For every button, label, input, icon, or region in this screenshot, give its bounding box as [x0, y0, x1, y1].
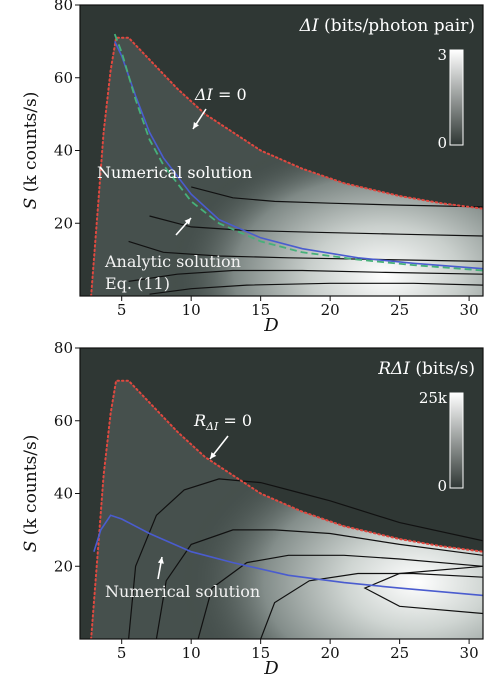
x-tick-label: 30	[460, 644, 479, 662]
x-tick-label: 10	[182, 644, 201, 662]
arrow-zero-contour-head	[193, 122, 199, 129]
contour-line-4	[149, 282, 483, 295]
x-tick-label: 20	[321, 644, 340, 662]
y-tick-label: 20	[54, 214, 73, 232]
colorbar	[449, 392, 464, 489]
y-tick-label: 40	[54, 142, 73, 160]
contour-line-3	[128, 269, 483, 282]
contour-line-4	[363, 565, 483, 615]
colorbar	[449, 49, 464, 146]
y-tick-label: 40	[54, 485, 73, 503]
annotation-zero-contour: ΔI = 0	[194, 85, 247, 104]
y-axis-label: S (k counts/s)	[21, 435, 41, 553]
heatmap-bright-region	[91, 380, 483, 639]
y-tick-label: 20	[54, 557, 73, 575]
x-tick-label: 5	[117, 644, 127, 662]
contour-line-0	[128, 478, 483, 639]
annotation-analytic-equation: Eq. (11)	[105, 274, 170, 293]
contour-line-0	[191, 186, 483, 208]
x-tick-label: 25	[390, 301, 409, 319]
zero-contour-line	[90, 36, 483, 296]
contour-line-3	[260, 572, 483, 639]
numerical-solution-line	[93, 514, 483, 597]
colorbar-min-label: 0	[437, 477, 447, 495]
annotation-analytic-solution: Analytic solution	[104, 252, 241, 271]
chart-title: RΔI (bits/s)	[377, 359, 475, 379]
contour-line-2	[128, 240, 483, 262]
colorbar-max-label: 25k	[419, 389, 448, 407]
x-tick-label: 30	[460, 301, 479, 319]
colorbar-min-label: 0	[437, 134, 447, 152]
colorbar-max-label: 3	[437, 46, 447, 64]
panel-1: 5 10 15 20 25 30 20 40 60 80 D S (k counts/s) RΔI (b…	[21, 339, 484, 679]
x-tick-label: 15	[251, 644, 270, 662]
y-axis-label: S (k counts/s)	[21, 92, 41, 210]
chart-title: ΔI (bits/photon pair)	[299, 16, 475, 36]
annotation-numerical-solution-rate: Numerical solution	[105, 582, 260, 601]
y-tick-label: 80	[54, 0, 73, 14]
heatmap-bright-region	[91, 37, 483, 296]
x-tick-label: 15	[251, 301, 270, 319]
x-axis-label: D	[263, 315, 279, 336]
x-tick-label: 5	[117, 301, 127, 319]
y-tick-label: 60	[54, 69, 73, 87]
annotation-numerical-solution: Numerical solution	[97, 163, 252, 182]
x-tick-label: 25	[390, 644, 409, 662]
analytic-solution-line	[113, 33, 483, 272]
arrow-numerical-solution-head	[184, 218, 191, 225]
x-tick-label: 10	[182, 301, 201, 319]
y-tick-label: 80	[54, 339, 73, 357]
y-tick-label: 60	[54, 412, 73, 430]
zero-contour-line	[90, 379, 483, 639]
contour-line-2	[197, 554, 483, 639]
x-axis-label: D	[263, 658, 279, 679]
x-tick-label: 20	[321, 301, 340, 319]
arrow-numerical-solution-rate-head	[157, 557, 164, 564]
contour-line-1	[155, 529, 483, 639]
arrow-zero-contour-rate-head	[210, 452, 217, 459]
annotation-zero-contour-rate: RΔI = 0	[193, 411, 252, 433]
